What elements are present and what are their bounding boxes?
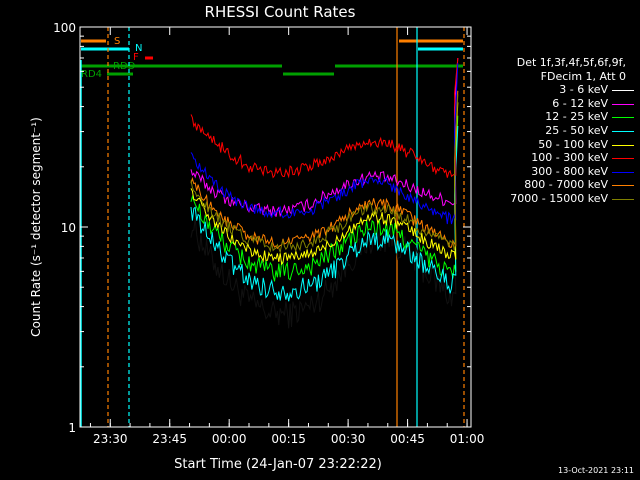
legend-entry-label: 3 - 6 keV (559, 83, 608, 97)
legend-swatch (612, 198, 634, 200)
series-line (190, 57, 459, 179)
series-line (190, 125, 459, 329)
legend-entry: 800 - 7000 keV (478, 178, 636, 192)
x-tick-label: 23:45 (152, 432, 187, 446)
y-tick-label: 100 (53, 21, 76, 35)
y-axis-label: Count Rate (s⁻¹ detector segment⁻¹) (29, 117, 43, 337)
x-tick-label: 01:00 (450, 432, 485, 446)
legend-swatch (612, 144, 634, 146)
series-line (190, 63, 459, 225)
legend-header-line-1: Det 1f,3f,4f,5f,6f,9f, (516, 56, 626, 69)
legend-entry-label: 300 - 800 keV (531, 164, 608, 178)
legend-entry-label: 25 - 50 keV (545, 123, 608, 137)
x-tick-label: 23:30 (93, 432, 128, 446)
series-line (190, 125, 459, 302)
x-tick-label: 00:00 (212, 432, 247, 446)
flag-label: RDD (113, 61, 136, 72)
legend-swatch (612, 103, 634, 105)
flag-label: F (133, 52, 139, 63)
flag-label: N (135, 43, 142, 54)
attenuator-markers (80, 27, 465, 427)
legend-entry: 6 - 12 keV (478, 97, 636, 111)
legend-entry-label: 6 - 12 keV (552, 96, 608, 110)
series-lines (190, 57, 459, 329)
timestamp-label: 13-Oct-2021 23:11 (558, 466, 634, 475)
legend-swatch (612, 117, 634, 119)
legend-swatch (612, 90, 634, 92)
series-line (190, 102, 459, 266)
chart-title: RHESSI Count Rates (205, 3, 356, 21)
legend-entry-label: 800 - 7000 keV (524, 178, 608, 192)
series-line (190, 115, 459, 282)
legend-entry: 300 - 800 keV (478, 165, 636, 179)
legend-entry: 3 - 6 keV (478, 83, 636, 97)
legend-swatch (612, 171, 634, 173)
x-tick-label: 00:15 (271, 432, 306, 446)
y-tick-label: 10 (61, 221, 76, 235)
legend-entry: 50 - 100 keV (478, 138, 636, 152)
legend-header-line-2: FDecim 1, Att 0 (540, 69, 626, 83)
legend: Det 1f,3f,4f,5f,6f,9f, FDecim 1, Att 0 3… (478, 56, 636, 206)
series-line (190, 94, 459, 255)
y-tick-label: 1 (68, 421, 76, 435)
legend-entry-label: 12 - 25 keV (545, 110, 608, 124)
series-line (190, 90, 459, 250)
legend-entry: 25 - 50 keV (478, 124, 636, 138)
x-axis-label: Start Time (24-Jan-07 23:22:22) (174, 457, 382, 472)
legend-swatch (612, 130, 634, 132)
legend-swatch (612, 158, 634, 160)
flag-label: RD4 (81, 69, 102, 80)
legend-swatch (612, 185, 634, 187)
x-tick-label: 00:45 (390, 432, 425, 446)
legend-entry: 100 - 300 keV (478, 151, 636, 165)
legend-entry: 7000 - 15000 keV (478, 192, 636, 206)
flag-label: S (114, 36, 120, 47)
axis-ticks: 1 10 100 23:30 23:45 00:00 00:15 00:30 00:45 01:0… (53, 21, 484, 446)
legend-entry-label: 100 - 300 keV (531, 151, 608, 165)
legend-entry-label: 50 - 100 keV (538, 137, 608, 151)
legend-entry: 12 - 25 keV (478, 110, 636, 124)
x-tick-label: 00:30 (331, 432, 366, 446)
legend-entry-label: 7000 - 15000 keV (510, 191, 608, 205)
